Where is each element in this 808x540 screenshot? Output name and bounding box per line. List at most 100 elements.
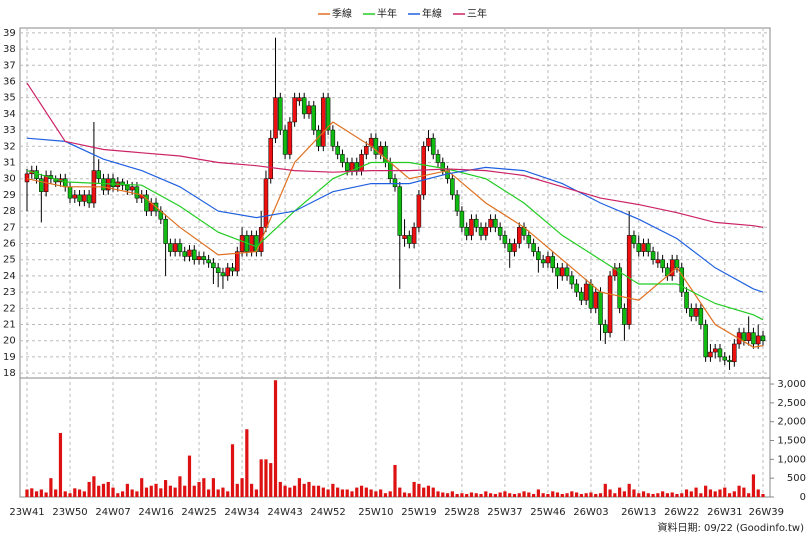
candle-body bbox=[110, 178, 116, 188]
volume-bar bbox=[570, 491, 574, 497]
volume-bar bbox=[398, 487, 402, 497]
candle-body bbox=[373, 137, 379, 155]
candle-body bbox=[134, 186, 140, 199]
volume-bar bbox=[465, 493, 469, 497]
candle-body bbox=[172, 243, 178, 252]
y-tick-label: 30 bbox=[3, 174, 16, 185]
volume-bar bbox=[321, 487, 325, 497]
candle-body bbox=[330, 129, 336, 147]
volume-bar bbox=[245, 429, 249, 497]
volume-bar bbox=[149, 485, 153, 497]
volume-tick-label: 500 bbox=[787, 473, 806, 484]
volume-bar bbox=[531, 493, 536, 497]
candle-body bbox=[120, 181, 125, 186]
volume-bar bbox=[742, 487, 746, 497]
volume-bar bbox=[641, 491, 646, 497]
candle-body bbox=[426, 137, 431, 147]
x-tick-label: 23W41 bbox=[9, 507, 44, 518]
candle-body bbox=[268, 137, 273, 179]
x-tick-label: 24W07 bbox=[95, 507, 130, 518]
x-tick-label: 24W34 bbox=[224, 507, 259, 518]
volume-tick-label: 2,000 bbox=[777, 417, 806, 428]
volume-bar bbox=[226, 491, 230, 497]
volume-bar bbox=[111, 487, 115, 497]
x-tick-label: 24W16 bbox=[138, 507, 173, 518]
x-tick-label: 24W52 bbox=[310, 507, 345, 518]
volume-bar bbox=[369, 489, 373, 497]
volume-bar bbox=[140, 478, 144, 497]
candle-body bbox=[306, 105, 312, 115]
y-tick-label: 39 bbox=[3, 28, 16, 39]
volume-bar bbox=[154, 483, 158, 497]
volume-bar bbox=[312, 485, 316, 497]
y-tick-label: 35 bbox=[3, 93, 16, 104]
candle-body bbox=[478, 227, 484, 236]
volume-bar bbox=[723, 487, 727, 497]
volume-bar bbox=[651, 493, 655, 497]
volume-bar bbox=[355, 487, 359, 497]
candle-body bbox=[354, 162, 360, 171]
candle-body bbox=[24, 173, 30, 183]
volume-bar bbox=[58, 432, 63, 497]
candle-body bbox=[144, 194, 149, 212]
volume-bar bbox=[584, 493, 588, 497]
candle-body bbox=[564, 267, 570, 277]
volume-bar bbox=[235, 483, 239, 497]
volume-bar bbox=[116, 493, 120, 497]
candle-body bbox=[755, 335, 761, 345]
volume-bar bbox=[297, 478, 302, 497]
legend-label: 季線 bbox=[332, 7, 352, 20]
candle-body bbox=[325, 97, 331, 131]
volume-bar bbox=[708, 489, 713, 497]
volume-bar bbox=[527, 492, 531, 497]
candle-body bbox=[717, 348, 723, 358]
volume-bar bbox=[498, 492, 502, 497]
volume-bar bbox=[379, 489, 383, 497]
candle-body bbox=[693, 308, 699, 317]
volume-bar bbox=[254, 489, 259, 497]
candle-body bbox=[335, 146, 340, 155]
volume-bar bbox=[488, 493, 493, 497]
footer: 資料日期: 09/22 (Goodinfo.tw) bbox=[657, 521, 804, 534]
candle-body bbox=[689, 308, 694, 317]
volume-bar bbox=[555, 492, 560, 497]
volume-bar bbox=[737, 485, 741, 497]
candle-body bbox=[77, 194, 82, 202]
candle-body bbox=[129, 186, 135, 191]
volume-bar bbox=[92, 476, 96, 497]
volume-bar bbox=[326, 489, 330, 497]
candle-body bbox=[574, 283, 579, 293]
legend-label: 年線 bbox=[422, 7, 442, 20]
volume-bar bbox=[450, 491, 454, 497]
volume-bar bbox=[455, 493, 459, 497]
candle-body bbox=[454, 194, 460, 212]
volume-bar bbox=[240, 478, 244, 497]
y-tick-label: 22 bbox=[3, 303, 16, 314]
volume-bar bbox=[393, 464, 397, 497]
volume-bar bbox=[560, 493, 564, 497]
volume-bar bbox=[211, 478, 215, 497]
volume-bar bbox=[68, 493, 72, 497]
candle-body bbox=[760, 335, 766, 341]
volume-bar bbox=[618, 487, 622, 497]
volume-bar bbox=[422, 487, 426, 497]
x-tick-label: 25W28 bbox=[444, 507, 479, 518]
ma-line bbox=[26, 121, 764, 348]
candle-body bbox=[550, 256, 555, 269]
volume-bar bbox=[546, 493, 550, 497]
volume-bar bbox=[694, 487, 698, 497]
candle-body bbox=[201, 256, 207, 260]
candle-body bbox=[603, 324, 608, 333]
volume-bar bbox=[336, 487, 340, 497]
candle-body bbox=[168, 243, 173, 252]
volume-bar bbox=[622, 491, 627, 497]
x-tick-label: 26W22 bbox=[664, 507, 699, 518]
candle-body bbox=[82, 194, 87, 202]
y-tick-label: 20 bbox=[3, 336, 16, 347]
candle-body bbox=[297, 97, 302, 102]
candle-body bbox=[583, 283, 589, 301]
volume-bar bbox=[704, 485, 708, 497]
volume-bar bbox=[522, 491, 526, 497]
candle-body bbox=[497, 227, 503, 236]
